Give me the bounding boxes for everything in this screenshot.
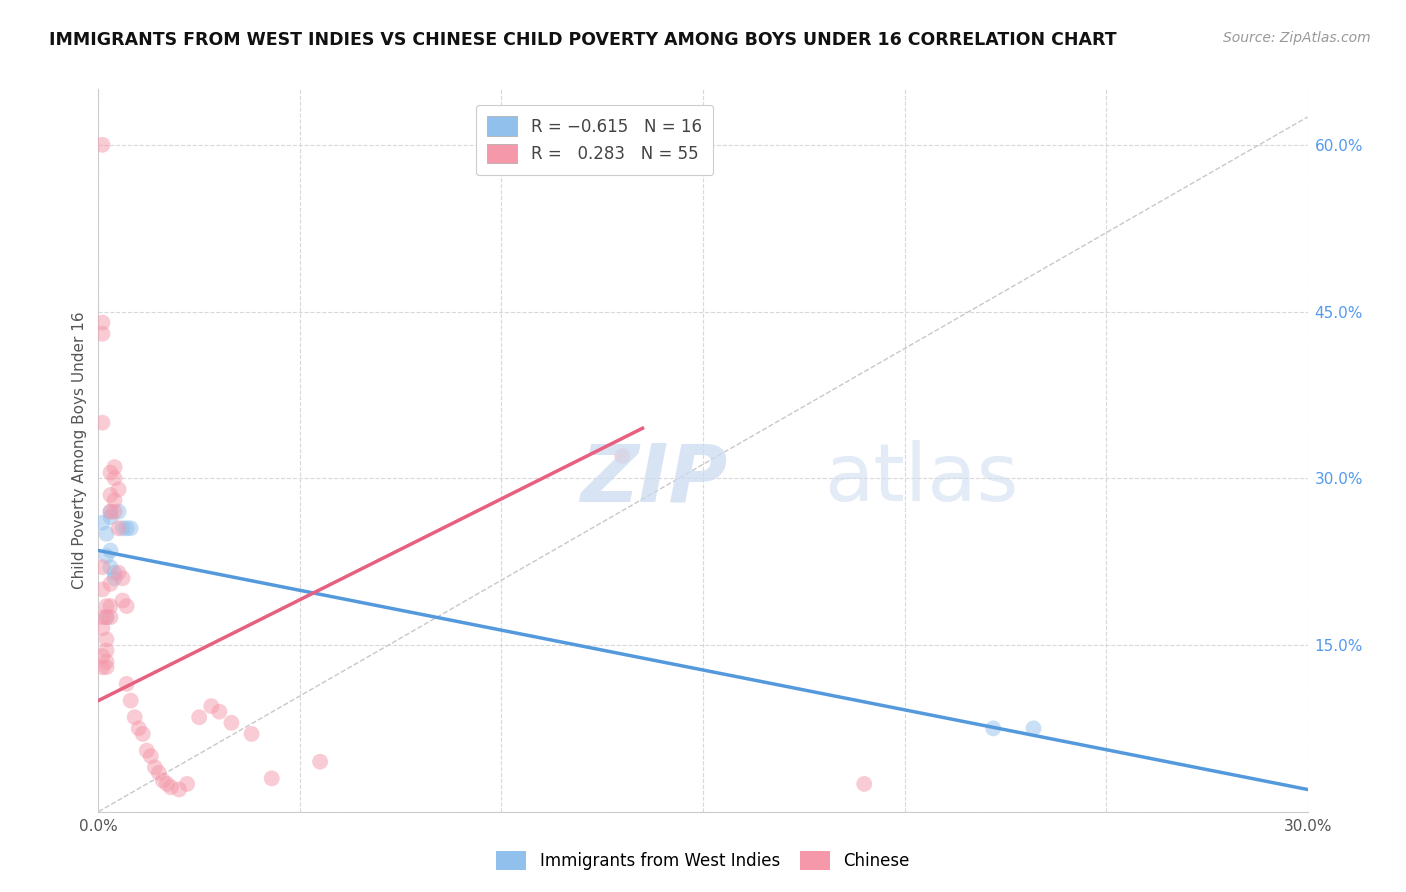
Point bbox=[100, 577, 122, 591]
Point bbox=[240, 727, 263, 741]
Point bbox=[103, 566, 125, 580]
Point bbox=[156, 777, 179, 791]
Point bbox=[120, 693, 142, 707]
Point bbox=[148, 765, 170, 780]
Point bbox=[143, 760, 166, 774]
Legend: R = −0.615   N = 16, R =   0.283   N = 55: R = −0.615 N = 16, R = 0.283 N = 55 bbox=[475, 104, 713, 175]
Point bbox=[111, 593, 134, 607]
Point bbox=[96, 632, 118, 647]
Point bbox=[96, 610, 118, 624]
Point bbox=[115, 599, 138, 613]
Point bbox=[100, 543, 122, 558]
Point bbox=[91, 621, 114, 635]
Point bbox=[221, 715, 243, 730]
Point bbox=[91, 660, 114, 674]
Point bbox=[96, 655, 118, 669]
Point bbox=[107, 483, 129, 497]
Text: Source: ZipAtlas.com: Source: ZipAtlas.com bbox=[1223, 31, 1371, 45]
Point bbox=[853, 777, 876, 791]
Point bbox=[115, 677, 138, 691]
Point bbox=[176, 777, 198, 791]
Point bbox=[91, 516, 114, 530]
Point bbox=[107, 521, 129, 535]
Point bbox=[96, 526, 118, 541]
Point bbox=[103, 471, 125, 485]
Point bbox=[612, 449, 634, 463]
Point bbox=[111, 521, 134, 535]
Point bbox=[981, 722, 1004, 736]
Point bbox=[120, 521, 142, 535]
Point bbox=[124, 710, 146, 724]
Point bbox=[100, 505, 122, 519]
Point bbox=[103, 460, 125, 475]
Point bbox=[128, 722, 150, 736]
Point bbox=[91, 326, 114, 341]
Point bbox=[91, 649, 114, 664]
Point bbox=[111, 571, 134, 585]
Point bbox=[160, 780, 183, 795]
Point bbox=[103, 493, 125, 508]
Point bbox=[96, 599, 118, 613]
Point bbox=[208, 705, 231, 719]
Point bbox=[100, 488, 122, 502]
Point bbox=[100, 610, 122, 624]
Point bbox=[135, 743, 157, 757]
Point bbox=[103, 571, 125, 585]
Point bbox=[132, 727, 155, 741]
Point bbox=[91, 137, 114, 152]
Point bbox=[107, 505, 129, 519]
Point bbox=[96, 643, 118, 657]
Point bbox=[100, 466, 122, 480]
Point bbox=[139, 749, 162, 764]
Point bbox=[91, 610, 114, 624]
Point bbox=[260, 772, 283, 786]
Legend: Immigrants from West Indies, Chinese: Immigrants from West Indies, Chinese bbox=[489, 844, 917, 877]
Point bbox=[91, 416, 114, 430]
Point bbox=[188, 710, 211, 724]
Point bbox=[91, 560, 114, 574]
Point bbox=[96, 549, 118, 563]
Point bbox=[103, 505, 125, 519]
Point bbox=[91, 582, 114, 597]
Text: IMMIGRANTS FROM WEST INDIES VS CHINESE CHILD POVERTY AMONG BOYS UNDER 16 CORRELA: IMMIGRANTS FROM WEST INDIES VS CHINESE C… bbox=[49, 31, 1116, 49]
Point bbox=[107, 566, 129, 580]
Point bbox=[309, 755, 332, 769]
Point bbox=[167, 782, 190, 797]
Point bbox=[100, 510, 122, 524]
Y-axis label: Child Poverty Among Boys Under 16: Child Poverty Among Boys Under 16 bbox=[72, 311, 87, 590]
Point bbox=[100, 560, 122, 574]
Text: ZIP: ZIP bbox=[579, 441, 727, 518]
Point bbox=[91, 316, 114, 330]
Point bbox=[100, 505, 122, 519]
Point bbox=[200, 699, 222, 714]
Point bbox=[115, 521, 138, 535]
Point bbox=[1022, 722, 1045, 736]
Point bbox=[96, 610, 118, 624]
Point bbox=[100, 599, 122, 613]
Text: atlas: atlas bbox=[824, 441, 1018, 518]
Point bbox=[96, 660, 118, 674]
Point bbox=[152, 773, 174, 788]
